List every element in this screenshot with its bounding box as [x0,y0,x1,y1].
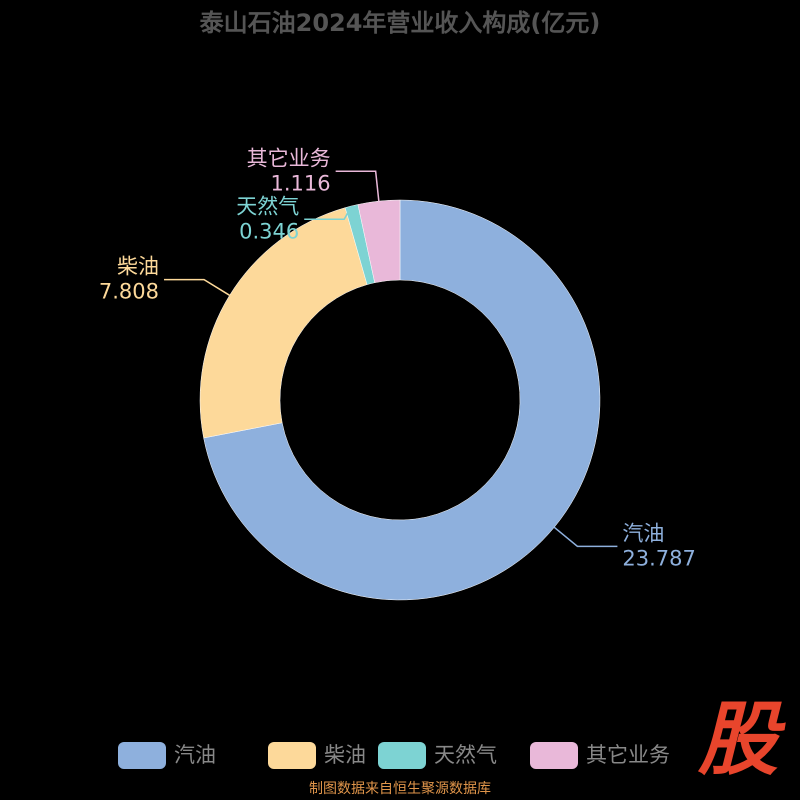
legend-swatch [530,742,578,769]
slice-label: 柴油 [117,255,159,279]
slice [199,207,368,439]
value-label: 23.787 [622,546,695,570]
leader-line [164,278,230,296]
slice-label: 汽油 [622,521,664,545]
value-label: 7.808 [99,280,159,304]
legend-swatch [378,742,426,769]
slice-label: 其它业务 [247,146,331,170]
leader-line [335,170,380,202]
legend-label: 汽油 [174,743,216,767]
legend-label: 天然气 [434,743,497,767]
legend-label: 柴油 [324,743,366,767]
legend-swatch [118,742,166,769]
value-label: 1.116 [271,171,331,195]
slice [357,199,401,283]
logo: 股 [697,693,786,786]
leader-line [304,205,353,221]
slice-label: 天然气 [236,194,299,218]
source-note: 制图数据来自恒生聚源数据库 [309,781,491,797]
legend-label: 其它业务 [586,743,670,767]
slice [203,199,601,601]
chart-title: 泰山石油2024年营业收入构成(亿元) [200,9,601,37]
legend-swatch [268,742,316,769]
value-label: 0.346 [239,219,299,243]
leader-line [553,526,618,548]
